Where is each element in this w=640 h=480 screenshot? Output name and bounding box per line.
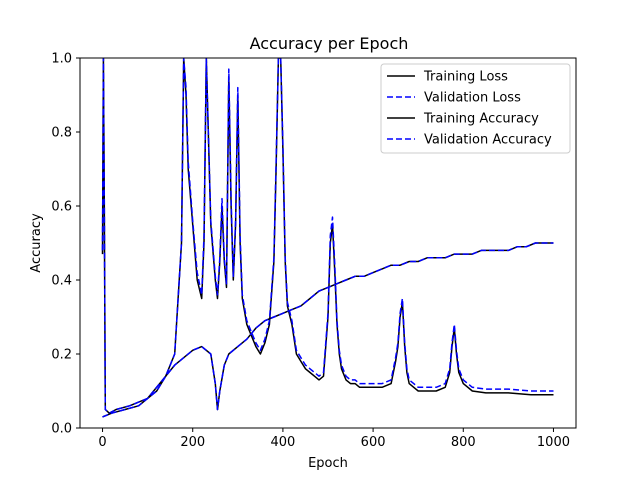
legend-label-validation-accuracy: Validation Accuracy bbox=[424, 133, 552, 148]
x-axis-label: Epoch bbox=[308, 456, 348, 471]
y-tick-label: 1.0 bbox=[51, 52, 72, 67]
legend: Training Loss Validation Loss Training Acc… bbox=[380, 63, 571, 154]
legend-label-validation-loss: Validation Loss bbox=[424, 91, 521, 106]
y-tick-label: 0.6 bbox=[51, 200, 72, 215]
y-axis-label: Accuracy bbox=[29, 213, 44, 273]
x-tick-label: 400 bbox=[270, 435, 295, 450]
x-tick-label: 600 bbox=[361, 435, 386, 450]
training-accuracy-line bbox=[102, 242, 554, 418]
plot-frame bbox=[79, 57, 577, 429]
series-layer bbox=[101, 58, 554, 418]
x-tick-label: 200 bbox=[180, 435, 205, 450]
y-tick-label: 0.0 bbox=[51, 422, 72, 437]
y-tick-label: 0.8 bbox=[51, 126, 72, 141]
x-tick-label: 800 bbox=[451, 435, 476, 450]
y-axis: 0.0 0.2 0.4 0.6 0.8 1.0 bbox=[51, 52, 80, 437]
legend-label-training-loss: Training Loss bbox=[423, 70, 508, 85]
x-tick-label: 1000 bbox=[537, 435, 570, 450]
plot-area bbox=[79, 57, 577, 429]
validation-accuracy-line bbox=[102, 242, 554, 418]
x-axis: 0 200 400 600 800 1000 bbox=[98, 428, 570, 450]
y-tick-label: 0.4 bbox=[51, 274, 72, 289]
legend-box bbox=[380, 63, 571, 154]
validation-loss-line bbox=[101, 58, 554, 414]
chart-title: Accuracy per Epoch bbox=[250, 34, 409, 53]
legend-label-training-accuracy: Training Accuracy bbox=[423, 112, 539, 127]
x-tick-label: 0 bbox=[98, 435, 106, 450]
y-tick-label: 0.2 bbox=[51, 348, 72, 363]
